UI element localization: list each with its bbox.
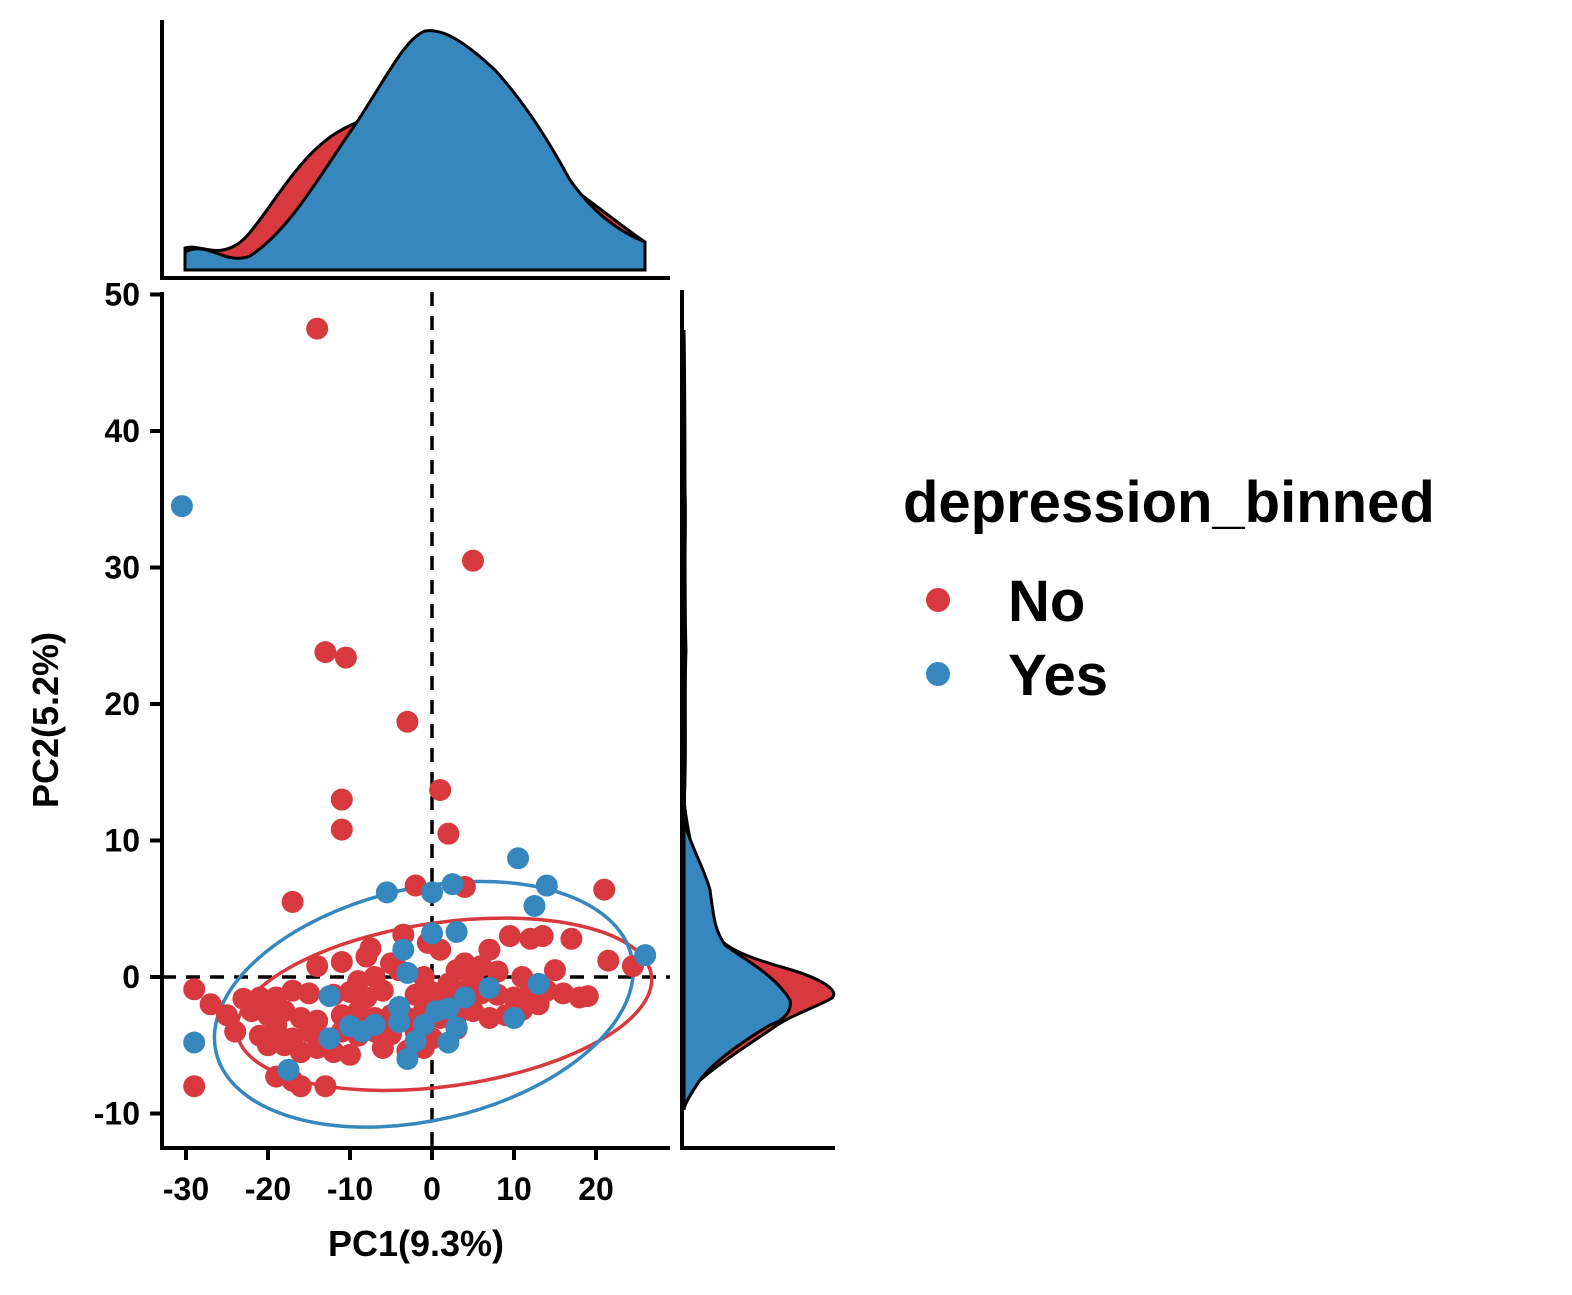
point-yes [634, 944, 657, 967]
point-no [339, 1043, 361, 1066]
point-yes [170, 495, 193, 518]
point-no [334, 646, 357, 669]
point-no [224, 1020, 247, 1043]
y-tick-label: -10 [94, 1096, 140, 1132]
point-no [371, 1036, 394, 1059]
point-yes [412, 1013, 435, 1036]
point-no [470, 955, 493, 978]
point-no [478, 1006, 501, 1029]
x-axis-title: PC1(9.3%) [328, 1223, 504, 1264]
point-no [429, 938, 452, 961]
point-yes [437, 997, 460, 1020]
x-tick-label: -20 [245, 1171, 291, 1207]
point-yes [503, 1006, 525, 1029]
point-no [560, 927, 583, 950]
point-yes [445, 920, 468, 943]
point-no [437, 972, 460, 995]
data-points [170, 317, 657, 1098]
point-no [314, 1075, 337, 1098]
x-tick-label: 20 [578, 1171, 614, 1207]
point-no [437, 822, 460, 845]
point-no [531, 925, 554, 948]
point-no [527, 993, 550, 1016]
point-no [404, 983, 427, 1006]
point-yes [507, 847, 530, 870]
legend-label-no: No [1008, 569, 1085, 634]
legend-title: depression_binned [903, 470, 1435, 535]
point-yes [396, 961, 419, 984]
point-no [330, 788, 353, 811]
point-no [281, 890, 304, 913]
point-no [396, 710, 419, 733]
legend: depression_binned No Yes [903, 470, 1435, 708]
point-yes [437, 1031, 460, 1054]
y-tick-label: 10 [104, 823, 140, 859]
point-no [347, 970, 370, 993]
point-no [306, 317, 329, 340]
point-yes [183, 1031, 206, 1054]
point-no [306, 955, 329, 978]
legend-marker-yes [926, 662, 950, 686]
x-axis-ticks: -30 -20 -10 0 10 20 [163, 1148, 614, 1207]
right-density-yes [682, 479, 792, 1111]
legend-entries: No Yes [926, 569, 1108, 708]
scatter-panel: -30 -20 -10 0 10 20 -10 0 10 20 30 40 50 [94, 277, 670, 1207]
x-tick-label: 10 [496, 1171, 532, 1207]
point-no [330, 818, 353, 841]
point-yes [318, 1027, 341, 1050]
point-yes [478, 976, 501, 999]
point-yes [421, 881, 443, 904]
y-axis-ticks: -10 0 10 20 30 40 50 [94, 277, 162, 1132]
x-tick-label: 0 [423, 1171, 441, 1207]
point-no [498, 925, 521, 948]
top-density-panel [160, 20, 670, 280]
point-no [199, 993, 222, 1016]
point-no [429, 778, 452, 801]
point-yes [421, 922, 443, 945]
y-tick-label: 0 [122, 959, 140, 995]
point-no [183, 1075, 206, 1098]
y-tick-label: 50 [104, 277, 140, 313]
legend-label-yes: Yes [1008, 643, 1108, 708]
point-yes [404, 1030, 427, 1053]
point-yes [527, 972, 550, 995]
point-no [281, 979, 304, 1002]
point-yes [453, 986, 476, 1009]
point-no [183, 978, 206, 1001]
point-no [257, 1034, 279, 1057]
point-yes [388, 1011, 411, 1034]
point-no [298, 982, 320, 1005]
point-no [355, 945, 378, 968]
top-density-yes [183, 29, 647, 272]
point-no [330, 950, 353, 973]
point-no [265, 1013, 288, 1036]
point-no [597, 949, 620, 972]
point-no [462, 549, 484, 572]
x-tick-label: -30 [163, 1171, 209, 1207]
right-density-panel [680, 290, 836, 1150]
point-yes [375, 881, 398, 904]
point-no [576, 985, 599, 1008]
point-yes [535, 874, 558, 897]
point-yes [396, 1047, 419, 1070]
point-yes [351, 1020, 374, 1043]
point-no [289, 1075, 312, 1098]
point-no [593, 878, 616, 901]
point-yes [392, 938, 415, 961]
x-tick-label: -10 [327, 1171, 373, 1207]
point-yes [277, 1058, 300, 1081]
point-yes [523, 895, 546, 918]
point-no [544, 959, 566, 982]
point-no [478, 938, 501, 961]
point-yes [441, 873, 464, 896]
point-no [216, 1004, 238, 1027]
y-axis-title: PC2(5.2%) [25, 632, 66, 808]
point-yes [318, 985, 341, 1008]
legend-marker-no [926, 588, 950, 612]
y-tick-label: 20 [104, 686, 140, 722]
y-tick-label: 40 [104, 413, 140, 449]
point-no [314, 641, 337, 664]
y-tick-label: 30 [104, 550, 140, 586]
